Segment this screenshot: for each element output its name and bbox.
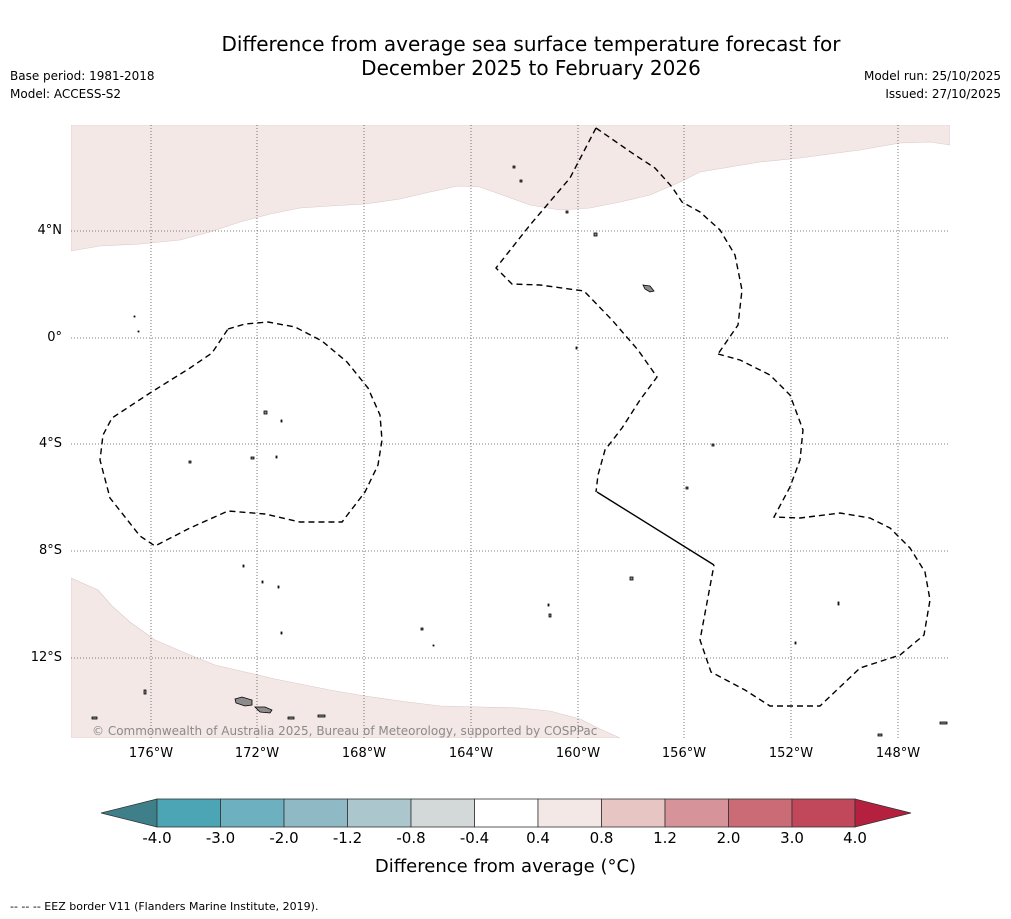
base-period: Base period: 1981-2018 [10, 69, 155, 83]
colorbar-tick: 0.4 [526, 829, 550, 847]
eez-border-kiribati-line [595, 127, 743, 355]
island-dot-20 [317, 714, 326, 718]
issued-date: Issued: 27/10/2025 [885, 87, 1001, 101]
colorbar-segment-4 [347, 798, 412, 828]
lon-label-148w: 148°W [875, 746, 921, 761]
colorbar-segment-7 [537, 798, 602, 828]
title-line-2: December 2025 to February 2026 [361, 56, 701, 80]
colorbar-segment-9 [664, 798, 729, 828]
colorbar [100, 798, 912, 828]
island-dot-13 [242, 564, 245, 568]
island-dot-6 [711, 443, 715, 447]
anomaly-region-north [71, 125, 950, 252]
island-dot-9 [280, 419, 283, 423]
model-name: Model: ACCESS-S2 [10, 87, 122, 101]
colorbar-tick: 3.0 [780, 829, 804, 847]
island-dot-16 [280, 631, 283, 635]
island-savaii [254, 706, 273, 714]
lat-label-12s: 12°S [30, 650, 62, 665]
colorbar-tick: 4.0 [843, 829, 867, 847]
colorbar-arrow-low [100, 798, 158, 828]
colorbar-arrow-high [854, 798, 912, 828]
title-line-1: Difference from average sea surface temp… [221, 32, 841, 56]
lon-label-168w: 168°W [341, 746, 387, 761]
island-dot-17 [143, 689, 147, 695]
colorbar-segment-3 [283, 798, 348, 828]
island-dot-12 [275, 455, 278, 459]
island-dot-23 [547, 603, 550, 607]
lat-label-4n: 4°N [37, 223, 63, 238]
map-area [71, 125, 950, 738]
colorbar-label: Difference from average (°C) [374, 856, 637, 877]
lon-label-172w: 172°W [234, 746, 280, 761]
colorbar-tick: 2.0 [716, 829, 741, 847]
eez-border-tokelau [99, 321, 383, 547]
island-dot-27 [794, 641, 797, 645]
islands [91, 165, 948, 737]
island-dot-29 [137, 330, 140, 333]
colorbar-segment-10 [728, 798, 793, 828]
lon-label-160w: 160°W [555, 746, 601, 761]
model-run: Model run: 25/10/2025 [863, 69, 1001, 83]
meta-right: Model run: 25/10/2025 Issued: 27/10/2025 [864, 67, 1001, 103]
colorbar-segment-2 [220, 798, 285, 828]
lon-label-156w: 156°W [661, 746, 707, 761]
lon-label-164w: 164°W [448, 746, 494, 761]
colorbar-segment-8 [601, 798, 666, 828]
island-dot-1 [512, 165, 516, 169]
eez-border-cook-islands [699, 353, 931, 707]
colorbar-segment-1 [156, 798, 221, 828]
island-dot-14 [261, 580, 264, 584]
colorbar-tick: -2.0 [269, 829, 299, 847]
island-dot-22 [432, 644, 435, 647]
eez-borders [99, 127, 931, 707]
island-dot-15 [277, 585, 280, 589]
island-dot-28 [133, 315, 136, 318]
island-dot-5 [575, 346, 578, 350]
eez-border-kiribati-west [495, 127, 658, 493]
colorbar-tick: 0.8 [589, 829, 614, 847]
footnote-eez-source: -- -- -- EEZ border V11 (Flanders Marine… [10, 900, 319, 913]
island-dot-19 [287, 716, 295, 720]
colorbar-tick: -1.2 [332, 829, 363, 847]
island-dot-7 [685, 486, 689, 490]
island-dot-2 [519, 179, 523, 183]
island-dot-8 [263, 410, 268, 415]
island-dot-30 [877, 733, 883, 737]
colorbar-segment-6 [474, 798, 539, 828]
island-dot-11 [250, 456, 255, 460]
colorbar-tick: -0.4 [459, 829, 490, 847]
colorbar-tick: -4.0 [142, 829, 172, 847]
colorbar-segment-5 [410, 798, 475, 828]
chart-title: Difference from average sea surface temp… [0, 32, 1011, 80]
lon-label-176w: 176°W [128, 746, 174, 761]
island-dot-3 [565, 210, 569, 214]
island-dot-4 [593, 232, 598, 237]
island-upolu [234, 696, 253, 707]
island-small-1 [642, 284, 655, 293]
map-gridlines [71, 125, 950, 738]
island-dot-26 [837, 601, 840, 606]
lat-label-0: 0° [47, 330, 62, 345]
lat-label-8s: 8°S [38, 543, 62, 558]
copyright-notice: © Commonwealth of Australia 2025, Bureau… [92, 724, 598, 738]
lon-label-152w: 152°W [768, 746, 814, 761]
colorbar-tick: 1.2 [653, 829, 677, 847]
colorbar-tick: -3.0 [205, 829, 236, 847]
island-dot-31 [939, 721, 948, 725]
island-dot-25 [629, 576, 634, 581]
eez-border-solid [596, 491, 715, 566]
colorbar-segment-11 [791, 798, 856, 828]
anomaly-region-south [71, 577, 621, 738]
island-dot-10 [188, 460, 192, 464]
meta-left: Base period: 1981-2018 Model: ACCESS-S2 [10, 67, 155, 103]
island-dot-18 [91, 716, 98, 720]
lat-label-4s: 4°S [38, 436, 62, 451]
island-dot-24 [548, 613, 552, 618]
island-dot-21 [420, 627, 424, 631]
colorbar-tick: -0.8 [396, 829, 426, 847]
